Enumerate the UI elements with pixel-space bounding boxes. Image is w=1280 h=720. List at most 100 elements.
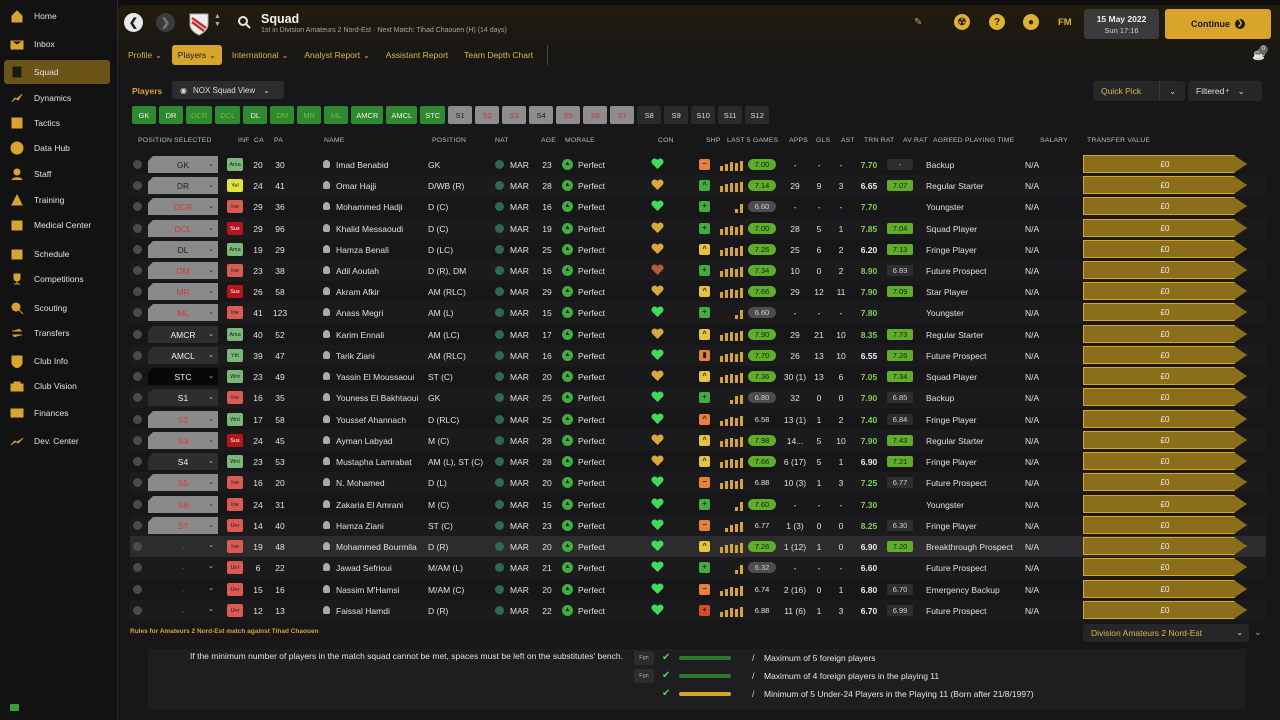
position-chip-s7[interactable]: S7 (610, 106, 635, 124)
chevron-down-icon[interactable]: ⌄ (1159, 81, 1185, 101)
col-morale[interactable]: MORALE (565, 137, 595, 144)
position-select[interactable]: - ⌄ (148, 538, 218, 555)
position-chip-dcl[interactable]: DCL (215, 106, 241, 124)
player-name[interactable]: Faissal Hamdi (336, 606, 390, 616)
position-select[interactable]: S6 ⌄ (148, 496, 218, 513)
sidebar-item-data-hub[interactable]: Data Hub (4, 136, 110, 160)
position-chip-gk[interactable]: GK (132, 106, 156, 124)
table-row[interactable]: S7 ⌄ Unr 14 40 Hamza Ziani ST (C) MAR 23 ▲ Perfect… (130, 515, 1266, 536)
col-gls[interactable]: GLS (816, 137, 831, 144)
select-radio[interactable] (133, 521, 142, 530)
position-chip-s3[interactable]: S3 (502, 106, 527, 124)
player-name[interactable]: Zakaria El Amrani (336, 500, 404, 510)
quick-pick-button[interactable]: Quick Pick ⌄ (1093, 81, 1185, 101)
position-select[interactable]: S4 ⌄ (148, 453, 218, 470)
position-chip-s6[interactable]: S6 (583, 106, 608, 124)
table-row[interactable]: S4 ⌄ Wnt 23 53 Mustapha Lamrabat AM (L), ST (C… (130, 451, 1266, 472)
select-radio[interactable] (133, 202, 142, 211)
select-radio[interactable] (133, 415, 142, 424)
select-radio[interactable] (133, 500, 142, 509)
col-trn-rat[interactable]: TRN RAT (864, 137, 895, 144)
forward-button[interactable]: ❯ (156, 13, 175, 32)
position-chip-amcl[interactable]: AMCL (386, 106, 418, 124)
select-radio[interactable] (133, 606, 142, 615)
position-select[interactable]: S3 ⌄ (148, 432, 218, 449)
col-last5[interactable]: LAST 5 GAMES (727, 137, 779, 144)
select-radio[interactable] (133, 160, 142, 169)
sidebar-item-transfers[interactable]: Transfers (4, 321, 110, 345)
position-select[interactable]: DCL ⌄ (148, 220, 218, 237)
col-position[interactable]: POSITION (432, 137, 467, 144)
table-row[interactable]: MR ⌄ Sus 26 58 Akram Afkir AM (RLC) MAR 29 ▲ Perfe… (130, 281, 1266, 302)
player-name[interactable]: Ayman Labyad (336, 436, 393, 446)
col-name[interactable]: NAME (324, 137, 345, 144)
col-position-selected[interactable]: POSITION SELECTED (138, 137, 212, 144)
position-select[interactable]: DM ⌄ (148, 262, 218, 279)
position-chip-mr[interactable]: MR (297, 106, 322, 124)
sidebar-item-scouting[interactable]: Scouting (4, 296, 110, 320)
select-radio[interactable] (133, 542, 142, 551)
search-icon[interactable] (237, 15, 251, 29)
select-radio[interactable] (133, 245, 142, 254)
sidebar-item-inbox[interactable]: Inbox (4, 32, 110, 56)
player-name[interactable]: Karim Ennali (336, 330, 385, 340)
sidebar-item-finances[interactable]: Finances (4, 401, 110, 425)
position-select[interactable]: AMCL ⌄ (148, 347, 218, 364)
select-radio[interactable] (133, 351, 142, 360)
col-con[interactable]: CON (658, 137, 674, 144)
player-name[interactable]: Mohammed Hadji (336, 202, 403, 212)
player-name[interactable]: Youness El Bakhtaoui (336, 393, 419, 403)
col-nat[interactable]: NAT (495, 137, 509, 144)
col-ast[interactable]: AST (841, 137, 855, 144)
back-button[interactable]: ❮ (124, 13, 143, 32)
table-row[interactable]: S6 ⌄ Ine 24 31 Zakaria El Amrani M (C) MAR 15 ▲ Pe… (130, 494, 1266, 515)
table-row[interactable]: DL ⌄ Ama 19 29 Hamza Benali D (LC) MAR 25 ▲ Perfec… (130, 239, 1266, 260)
table-row[interactable]: ML ⌄ Ine 41 123 Anass Megri AM (L) MAR 15 ▲ Perfec… (130, 302, 1266, 323)
table-row[interactable]: - ⌄ Unr 15 16 Nassim M'Hamsi M/AM (C) MAR 20 ▲ Per… (130, 579, 1266, 600)
tab-analyst-report[interactable]: Analyst Report ⌄ (298, 45, 375, 65)
position-chip-amcr[interactable]: AMCR (351, 106, 384, 124)
select-radio[interactable] (133, 436, 142, 445)
sidebar-item-medical-center[interactable]: Medical Center (4, 213, 110, 237)
table-row[interactable]: AMCL ⌄ Yth 39 47 Tarik Ziani AM (RLC) MAR 16 ▲ Per… (130, 345, 1266, 366)
select-radio[interactable] (133, 372, 142, 381)
sidebar-item-home[interactable]: Home (4, 4, 110, 28)
position-chip-dm[interactable]: DM (270, 106, 295, 124)
position-select[interactable]: DR ⌄ (148, 177, 218, 194)
position-select[interactable]: - ⌄ (148, 602, 218, 619)
position-chip-stc[interactable]: STC (420, 106, 446, 124)
tab-international[interactable]: International ⌄ (226, 45, 295, 65)
table-row[interactable]: GK ⌄ Ama 20 30 Imad Benabid GK MAR 23 ▲ Perfect − 7.… (130, 154, 1266, 175)
select-radio[interactable] (133, 330, 142, 339)
position-select[interactable]: DL ⌄ (148, 241, 218, 258)
sidebar-item-dev-center[interactable]: Dev. Center (4, 429, 110, 453)
player-name[interactable]: Imad Benabid (336, 160, 389, 170)
col-apps[interactable]: APPS (789, 137, 808, 144)
player-name[interactable]: Mohammed Bourmila (336, 542, 417, 552)
table-row[interactable]: - ⌄ Ine 19 48 Mohammed Bourmila D (R) MAR 20 ▲ Per… (130, 536, 1266, 557)
position-chip-ml[interactable]: ML (324, 106, 349, 124)
table-row[interactable]: DCR ⌄ Ine 29 36 Mohammed Hadji D (C) MAR 16 ▲ Perf… (130, 196, 1266, 217)
col-salary[interactable]: SALARY (1040, 137, 1068, 144)
player-name[interactable]: Yassin El Moussaoui (336, 372, 415, 382)
position-chip-s4[interactable]: S4 (529, 106, 554, 124)
position-chip-s1[interactable]: S1 (448, 106, 473, 124)
table-row[interactable]: S2 ⌄ Wnt 17 58 Youssef Ahannach D (RLC) MAR 25 ▲ P… (130, 409, 1266, 430)
select-radio[interactable] (133, 287, 142, 296)
table-row[interactable]: STC ⌄ Wnt 23 49 Yassin El Moussaoui ST (C) MAR 2… (130, 366, 1266, 387)
table-row[interactable]: - ⌄ Unr 6 22 Jawad Sefrioui M/AM (L) MAR 21 ▲ Perf… (130, 557, 1266, 578)
player-name[interactable]: Anass Megri (336, 308, 384, 318)
col-shp[interactable]: SHP (706, 137, 721, 144)
sidebar-item-club-vision[interactable]: Club Vision (4, 374, 110, 398)
player-name[interactable]: Jawad Sefrioui (336, 563, 392, 573)
select-radio[interactable] (133, 478, 142, 487)
player-name[interactable]: Hamza Benali (336, 245, 389, 255)
position-select[interactable]: - ⌄ (148, 559, 218, 576)
table-row[interactable]: S5 ⌄ Ine 16 20 N. Mohamed D (L) MAR 20 ▲ Perfect − 6… (130, 472, 1266, 493)
sidebar-item-squad[interactable]: Squad (4, 60, 110, 84)
tab-profile[interactable]: Profile ⌄ (122, 45, 168, 65)
position-select[interactable]: MR ⌄ (148, 283, 218, 300)
position-select[interactable]: - ⌄ (148, 581, 218, 598)
player-name[interactable]: Hamza Ziani (336, 521, 384, 531)
view-selector[interactable]: ◉ NOX Squad View ⌄ (172, 81, 284, 99)
